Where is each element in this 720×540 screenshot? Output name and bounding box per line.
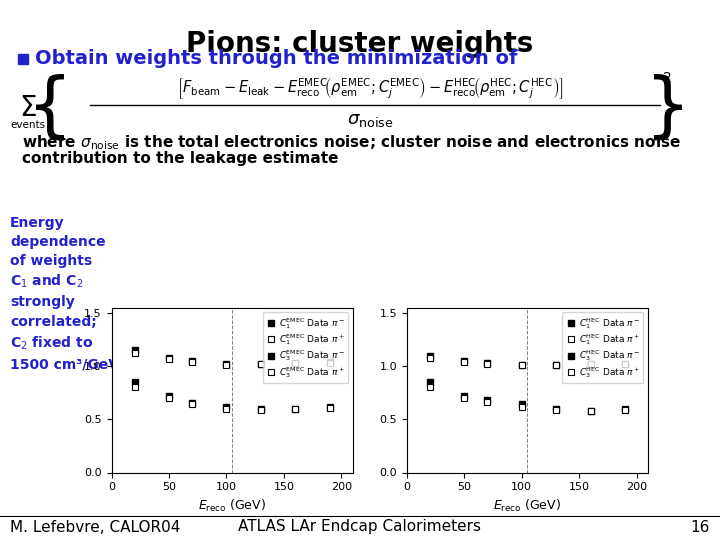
$C_1^{\rm HEC}$ Data $\pi^+$ xyxy=(586,361,595,367)
Line: $C_3^{\rm HEC}$ Data $\pi^-$: $C_3^{\rm HEC}$ Data $\pi^-$ xyxy=(426,379,629,414)
Text: ATLAS LAr Endcap Calorimeters: ATLAS LAr Endcap Calorimeters xyxy=(238,519,482,535)
Text: 16: 16 xyxy=(690,519,710,535)
Text: $\left[F_{\rm beam} - E_{\rm leak} - E_{\rm reco}^{\rm EMEC}\!\left(\rho_{\rm em: $\left[F_{\rm beam} - E_{\rm leak} - E_{… xyxy=(176,75,563,101)
Text: {: { xyxy=(27,73,73,143)
$C_3^{\rm EMEC}$ Data $\pi^+$ xyxy=(165,395,174,401)
Legend: $C_1^{\rm EMEC}$ Data $\pi^-$, $C_1^{\rm EMEC}$ Data $\pi^+$, $C_3^{\rm EMEC}$ D: $C_1^{\rm EMEC}$ Data $\pi^-$, $C_1^{\rm… xyxy=(263,312,348,383)
Text: Pions: cluster weights: Pions: cluster weights xyxy=(186,30,534,58)
Text: $\sigma_{\rm noise}$: $\sigma_{\rm noise}$ xyxy=(347,111,393,129)
$C_3^{\rm HEC}$ Data $\pi^-$ xyxy=(483,397,492,403)
$C_1^{\rm HEC}$ Data $\pi^+$ xyxy=(483,361,492,367)
$C_3^{\rm EMEC}$ Data $\pi^+$ xyxy=(325,404,334,411)
$C_3^{\rm EMEC}$ Data $\pi^-$ xyxy=(130,379,139,386)
X-axis label: $E_{\rm reco}$ (GeV): $E_{\rm reco}$ (GeV) xyxy=(493,498,562,514)
$C_1^{\rm HEC}$ Data $\pi^+$ xyxy=(621,361,629,367)
$C_3^{\rm HEC}$ Data $\pi^+$ xyxy=(586,408,595,414)
Text: events: events xyxy=(10,120,45,130)
$C_3^{\rm EMEC}$ Data $\pi^-$ xyxy=(291,406,300,412)
$C_3^{\rm HEC}$ Data $\pi^+$ xyxy=(426,384,434,391)
$C_1^{\rm EMEC}$ Data $\pi^+$ xyxy=(130,350,139,357)
$C_3^{\rm EMEC}$ Data $\pi^-$ xyxy=(222,403,231,410)
$C_1^{\rm HEC}$ Data $\pi^-$ xyxy=(552,362,560,368)
Text: where $\sigma_{\rm noise}$ is the total electronics noise; cluster noise and ele: where $\sigma_{\rm noise}$ is the total … xyxy=(22,133,681,152)
$C_3^{\rm EMEC}$ Data $\pi^+$ xyxy=(188,401,197,408)
$C_1^{\rm EMEC}$ Data $\pi^-$ xyxy=(130,347,139,354)
Text: Obtain weights through the minimization of: Obtain weights through the minimization … xyxy=(35,50,518,69)
$C_3^{\rm EMEC}$ Data $\pi^+$ xyxy=(222,406,231,412)
$C_3^{\rm HEC}$ Data $\pi^+$ xyxy=(552,407,560,413)
$C_1^{\rm EMEC}$ Data $\pi^+$ xyxy=(188,359,197,365)
Text: $\Sigma$: $\Sigma$ xyxy=(19,94,37,122)
$C_1^{\rm EMEC}$ Data $\pi^-$ xyxy=(222,361,231,367)
$C_3^{\rm HEC}$ Data $\pi^-$ xyxy=(460,393,469,399)
Line: $C_1^{\rm EMEC}$ Data $\pi^-$: $C_1^{\rm EMEC}$ Data $\pi^-$ xyxy=(131,347,333,368)
$C_1^{\rm EMEC}$ Data $\pi^+$ xyxy=(165,355,174,362)
X-axis label: $E_{\rm reco}$ (GeV): $E_{\rm reco}$ (GeV) xyxy=(198,498,266,514)
Text: C$_1$ and C$_2$
strongly
correlated;
C$_2$ fixed to
1500 cm³/GeV: C$_1$ and C$_2$ strongly correlated; C$_… xyxy=(10,272,119,372)
$C_3^{\rm EMEC}$ Data $\pi^-$ xyxy=(256,406,265,412)
Text: contribution to the leakage estimate: contribution to the leakage estimate xyxy=(22,151,338,165)
Line: $C_1^{\rm EMEC}$ Data $\pi^+$: $C_1^{\rm EMEC}$ Data $\pi^+$ xyxy=(131,350,333,369)
$C_1^{\rm HEC}$ Data $\pi^+$ xyxy=(552,362,560,368)
Legend: $C_1^{\rm HEC}$ Data $\pi^-$, $C_1^{\rm HEC}$ Data $\pi^+$, $C_3^{\rm HEC}$ Data: $C_1^{\rm HEC}$ Data $\pi^-$, $C_1^{\rm … xyxy=(562,312,644,383)
$C_3^{\rm HEC}$ Data $\pi^-$ xyxy=(586,408,595,414)
$C_3^{\rm EMEC}$ Data $\pi^-$ xyxy=(165,393,174,399)
$C_3^{\rm HEC}$ Data $\pi^+$ xyxy=(518,403,526,410)
$C_1^{\rm EMEC}$ Data $\pi^+$ xyxy=(325,360,334,366)
$C_1^{\rm HEC}$ Data $\pi^+$ xyxy=(460,359,469,365)
Text: M. Lefebvre, CALOR04: M. Lefebvre, CALOR04 xyxy=(10,519,181,535)
$C_1^{\rm HEC}$ Data $\pi^+$ xyxy=(426,354,434,361)
Line: $C_3^{\rm EMEC}$ Data $\pi^+$: $C_3^{\rm EMEC}$ Data $\pi^+$ xyxy=(131,384,333,413)
$C_1^{\rm EMEC}$ Data $\pi^-$ xyxy=(291,360,300,366)
Line: $C_3^{\rm HEC}$ Data $\pi^+$: $C_3^{\rm HEC}$ Data $\pi^+$ xyxy=(426,384,629,414)
$C_1^{\rm HEC}$ Data $\pi^-$ xyxy=(586,361,595,367)
Text: Energy
dependence
of weights: Energy dependence of weights xyxy=(10,215,106,268)
Text: }: } xyxy=(645,73,691,143)
Bar xyxy=(18,54,28,64)
$C_3^{\rm EMEC}$ Data $\pi^+$ xyxy=(291,406,300,412)
$C_1^{\rm EMEC}$ Data $\pi^-$ xyxy=(256,361,265,367)
$C_1^{\rm HEC}$ Data $\pi^-$ xyxy=(460,357,469,364)
$C_1^{\rm EMEC}$ Data $\pi^+$ xyxy=(256,361,265,367)
$C_1^{\rm EMEC}$ Data $\pi^-$ xyxy=(325,359,334,365)
$C_1^{\rm EMEC}$ Data $\pi^-$ xyxy=(165,354,174,361)
$C_3^{\rm EMEC}$ Data $\pi^-$ xyxy=(325,403,334,410)
Text: $2$: $2$ xyxy=(662,71,671,85)
$C_3^{\rm EMEC}$ Data $\pi^-$ xyxy=(188,400,197,407)
$C_1^{\rm EMEC}$ Data $\pi^+$ xyxy=(291,360,300,366)
Line: $C_3^{\rm EMEC}$ Data $\pi^-$: $C_3^{\rm EMEC}$ Data $\pi^-$ xyxy=(131,379,333,412)
$C_1^{\rm HEC}$ Data $\pi^-$ xyxy=(483,360,492,366)
$C_3^{\rm HEC}$ Data $\pi^-$ xyxy=(518,401,526,408)
$C_3^{\rm EMEC}$ Data $\pi^+$ xyxy=(130,384,139,391)
$C_3^{\rm HEC}$ Data $\pi^-$ xyxy=(426,379,434,386)
$C_1^{\rm EMEC}$ Data $\pi^+$ xyxy=(222,362,231,368)
$C_1^{\rm HEC}$ Data $\pi^-$ xyxy=(518,362,526,368)
$C_1^{\rm EMEC}$ Data $\pi^-$ xyxy=(188,357,197,364)
Line: $C_1^{\rm HEC}$ Data $\pi^-$: $C_1^{\rm HEC}$ Data $\pi^-$ xyxy=(426,352,629,369)
$C_1^{\rm HEC}$ Data $\pi^-$ xyxy=(621,361,629,367)
$C_3^{\rm HEC}$ Data $\pi^+$ xyxy=(460,395,469,401)
$C_3^{\rm HEC}$ Data $\pi^-$ xyxy=(621,406,629,412)
$C_3^{\rm HEC}$ Data $\pi^-$ xyxy=(552,406,560,412)
$C_3^{\rm HEC}$ Data $\pi^+$ xyxy=(483,399,492,406)
Line: $C_1^{\rm HEC}$ Data $\pi^+$: $C_1^{\rm HEC}$ Data $\pi^+$ xyxy=(426,354,629,369)
$C_3^{\rm HEC}$ Data $\pi^+$ xyxy=(621,407,629,413)
$C_1^{\rm HEC}$ Data $\pi^+$ xyxy=(518,362,526,368)
$C_3^{\rm EMEC}$ Data $\pi^+$ xyxy=(256,407,265,413)
$C_1^{\rm HEC}$ Data $\pi^-$ xyxy=(426,353,434,359)
